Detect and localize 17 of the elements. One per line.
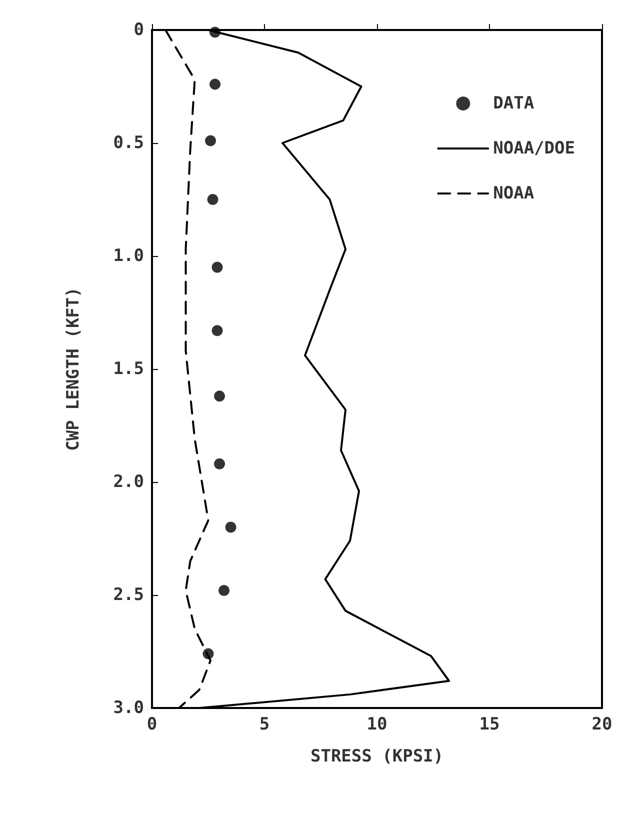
x-tick-label: 20 xyxy=(592,714,612,734)
y-tick-label: 3.0 xyxy=(113,698,144,718)
x-tick-label: 15 xyxy=(479,714,500,734)
y-tick-label: 2.5 xyxy=(113,585,144,605)
legend-label: NOAA/DOE xyxy=(493,138,576,158)
x-tick-label: 0 xyxy=(146,714,158,734)
x-tick-label: 5 xyxy=(259,714,270,734)
y-tick-label: 1.5 xyxy=(113,359,144,379)
y-tick-label: 0 xyxy=(134,20,144,40)
y-tick-label: 1.0 xyxy=(113,246,144,266)
x-tick-label: 10 xyxy=(366,714,388,734)
y-tick-label: 2.0 xyxy=(113,472,144,492)
legend-label: DATA xyxy=(493,94,534,114)
y-axis-title: CWP LENGTH (KFT) xyxy=(64,287,84,451)
x-axis-title: STRESS (KPSI) xyxy=(310,746,444,766)
y-tick-label: 0.5 xyxy=(113,133,144,153)
legend-label: NOAA xyxy=(493,184,534,204)
